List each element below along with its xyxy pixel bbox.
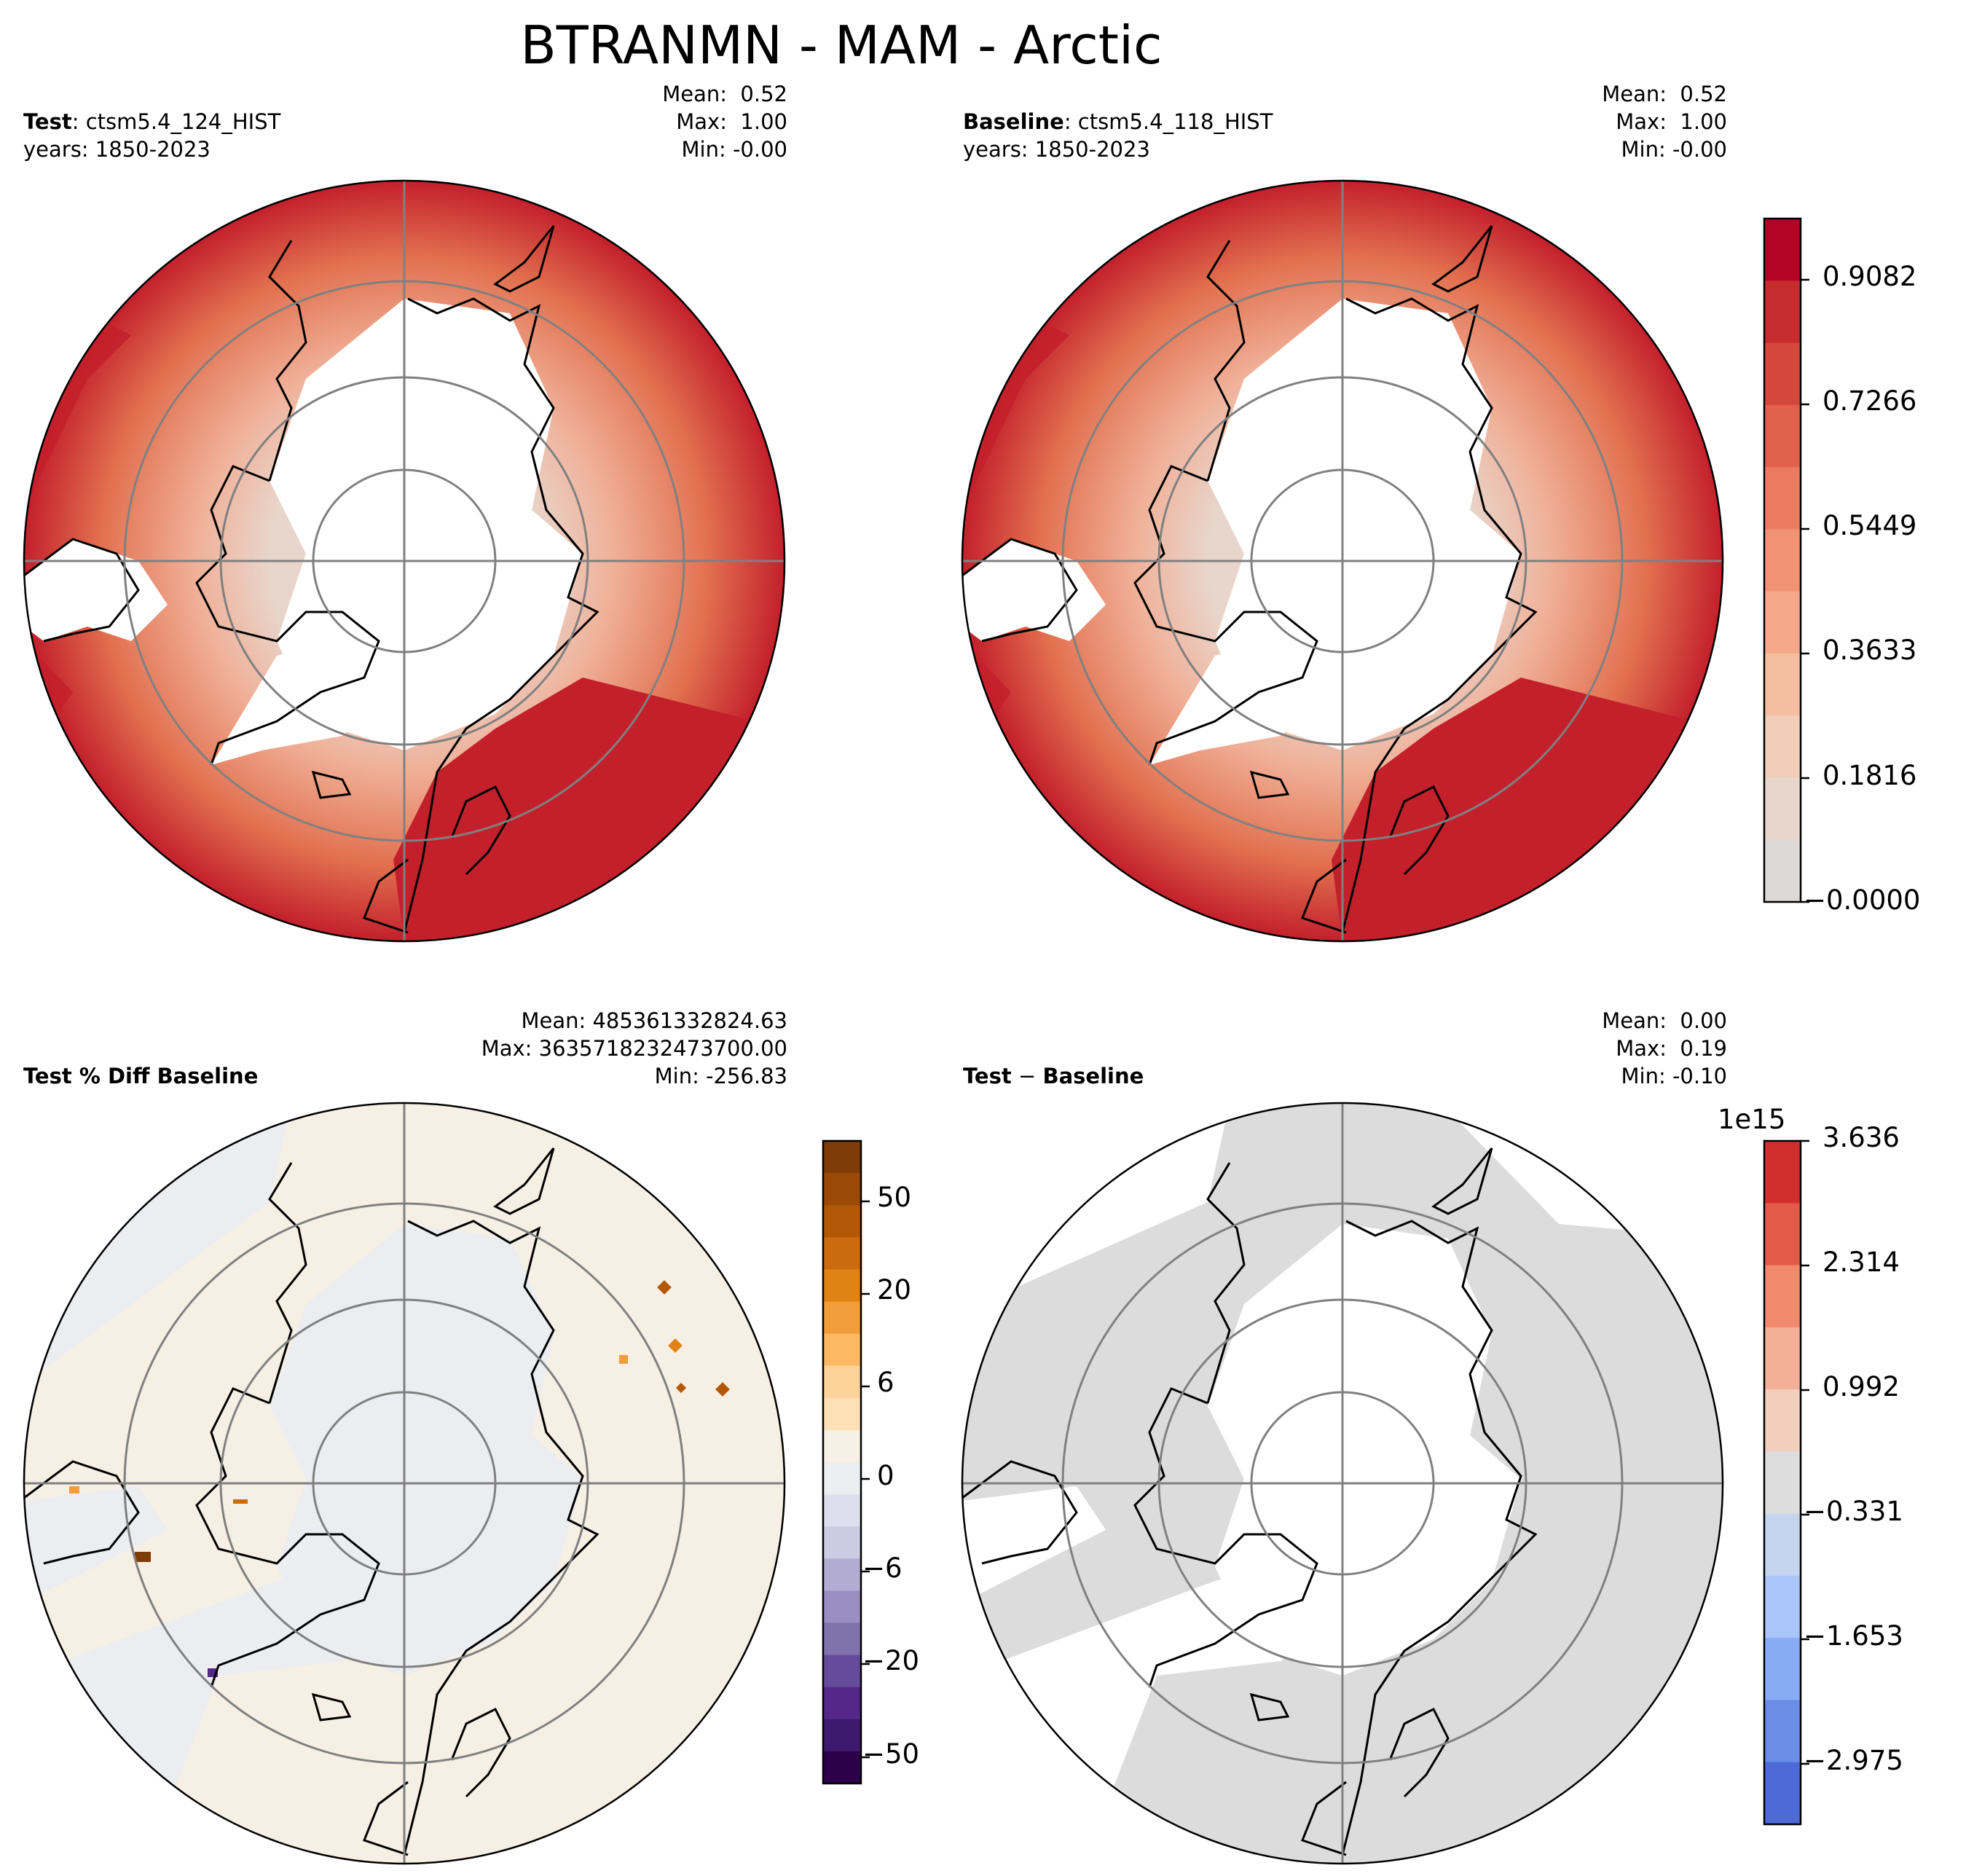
- test-panel-label: Test: ctsm5.4_124_HIST: [23, 109, 281, 134]
- pct-diff-colorbar-tick: −20: [862, 1645, 920, 1676]
- pct-diff-colorbar-frame: [822, 1139, 862, 1785]
- pct-diff-colorbar-band: [823, 1558, 861, 1591]
- diff-colorbar-band: [1764, 1203, 1801, 1266]
- pct-diff-colorbar-band: [823, 1237, 861, 1270]
- value-colorbar-tick: 0.5449: [1823, 510, 1917, 541]
- value-colorbar-tick: 0.7266: [1823, 385, 1917, 417]
- pct-diff-colorbar-tick: 0: [877, 1460, 894, 1491]
- pct-diff-map-graticule: [24, 1103, 785, 1864]
- pct-diff-colorbar-tick: −6: [862, 1553, 903, 1584]
- value-colorbar-band: [1764, 653, 1801, 716]
- pct-diff-colorbar-tick: 50: [877, 1182, 912, 1213]
- pct-diff-colorbar-band: [823, 1365, 861, 1399]
- diff-map: [961, 1102, 1724, 1865]
- pct-diff-colorbar-band: [823, 1719, 861, 1752]
- diff-colorbar-band: [1764, 1265, 1801, 1328]
- pct-diff-colorbar-band: [823, 1655, 861, 1688]
- value-colorbar: [1763, 217, 1809, 903]
- diff-map-graticule: [962, 1103, 1723, 1864]
- diff-colorbar-tick: 3.636: [1823, 1122, 1900, 1153]
- pct-diff-map-boundary: [23, 1102, 786, 1865]
- diff-panel-label: Test − Baseline: [963, 1064, 1144, 1088]
- pct-diff-colorbar-band: [823, 1173, 861, 1206]
- value-colorbar-band: [1764, 529, 1801, 592]
- diff-colorbar-band: [1764, 1327, 1801, 1390]
- diff-colorbar-band: [1764, 1141, 1801, 1204]
- test-map-graticule: [24, 181, 785, 941]
- baseline-panel-label: Baseline: ctsm5.4_118_HIST: [963, 109, 1273, 134]
- diff-colorbar-tick: −2.975: [1804, 1745, 1903, 1776]
- pct-diff-colorbar-band: [823, 1429, 861, 1463]
- pct-diff-colorbar-tick: −50: [862, 1738, 920, 1770]
- test-panel-stats: Mean: 0.52 Max: 1.00 Min: -0.00: [662, 82, 787, 162]
- pct-diff-colorbar: [822, 1139, 870, 1785]
- pct-diff-colorbar-band: [823, 1751, 861, 1784]
- value-colorbar-band: [1764, 342, 1801, 406]
- value-colorbar-band: [1764, 777, 1801, 841]
- pct-diff-panel-stats: Mean: 485361332824.63 Max: 36357182324737…: [481, 1008, 787, 1088]
- baseline-panel-years: years: 1850-2023: [963, 137, 1150, 162]
- value-colorbar-tick: 0.9082: [1823, 261, 1917, 292]
- value-colorbar-band: [1764, 404, 1801, 468]
- baseline-panel-stats: Mean: 0.52 Max: 1.00 Min: -0.00: [1602, 82, 1727, 162]
- value-colorbar-band: [1764, 591, 1801, 654]
- diff-colorbar-band: [1764, 1638, 1801, 1701]
- pct-diff-map: [23, 1102, 786, 1865]
- pct-diff-map-neutral-region: [24, 1103, 583, 1864]
- value-colorbar-band: [1764, 280, 1801, 344]
- pct-diff-colorbar-band: [823, 1590, 861, 1624]
- baseline-map-graticule: [962, 181, 1723, 941]
- value-colorbar-band: [1764, 467, 1801, 530]
- pct-diff-colorbar-band: [823, 1397, 861, 1431]
- value-colorbar-band: [1764, 839, 1801, 903]
- pct-diff-colorbar-band: [823, 1526, 861, 1559]
- pct-diff-colorbar-tick: 6: [877, 1367, 894, 1398]
- pct-diff-colorbar-band: [823, 1269, 861, 1303]
- value-colorbar-tick: −0.0000: [1804, 884, 1921, 916]
- value-colorbar-tick: 0.1816: [1823, 760, 1917, 791]
- pct-diff-colorbar-band: [823, 1494, 861, 1527]
- diff-colorbar-band: [1764, 1451, 1801, 1515]
- pct-diff-colorbar-band: [823, 1462, 861, 1495]
- figure-title: BTRANMN - MAM - Arctic: [520, 15, 1163, 76]
- pct-diff-colorbar-tick: 20: [877, 1274, 912, 1306]
- diff-colorbar-band: [1764, 1762, 1801, 1825]
- diff-colorbar-tick: 2.314: [1823, 1247, 1900, 1278]
- pct-diff-colorbar-band: [823, 1141, 861, 1174]
- diff-colorbar-band: [1764, 1575, 1801, 1638]
- value-colorbar-tick: 0.3633: [1823, 635, 1917, 666]
- baseline-map-boundary: [961, 179, 1724, 943]
- value-colorbar-band: [1764, 219, 1801, 281]
- value-colorbar-band: [1764, 715, 1801, 779]
- pct-diff-colorbar-band: [823, 1301, 861, 1335]
- diff-colorbar: [1763, 1139, 1809, 1826]
- value-colorbar-frame: [1763, 217, 1802, 903]
- pct-diff-panel-label: Test % Diff Baseline: [23, 1064, 259, 1088]
- test-map-boundary: [23, 179, 786, 943]
- pct-diff-colorbar-band: [823, 1205, 861, 1238]
- pct-diff-map-hotspots: [69, 1280, 730, 1677]
- diff-panel-stats: Mean: 0.00 Max: 0.19 Min: -0.10: [1602, 1008, 1727, 1088]
- pct-diff-colorbar-band: [823, 1333, 861, 1367]
- diff-map-boundary: [961, 1102, 1724, 1865]
- pct-diff-colorbar-band: [823, 1622, 861, 1656]
- diff-colorbar-tick: −0.331: [1804, 1496, 1903, 1527]
- diff-colorbar-band: [1764, 1513, 1801, 1577]
- diff-colorbar-tick: −1.653: [1804, 1620, 1903, 1652]
- diff-colorbar-frame: [1763, 1139, 1802, 1826]
- test-panel-years: years: 1850-2023: [23, 137, 211, 162]
- baseline-map: [961, 179, 1724, 943]
- diff-colorbar-exponent: 1e15: [1718, 1104, 1786, 1135]
- diff-colorbar-band: [1764, 1389, 1801, 1452]
- diff-colorbar-tick: 0.992: [1823, 1371, 1900, 1402]
- diff-colorbar-band: [1764, 1700, 1801, 1763]
- pct-diff-colorbar-band: [823, 1687, 861, 1720]
- test-map: [23, 179, 786, 943]
